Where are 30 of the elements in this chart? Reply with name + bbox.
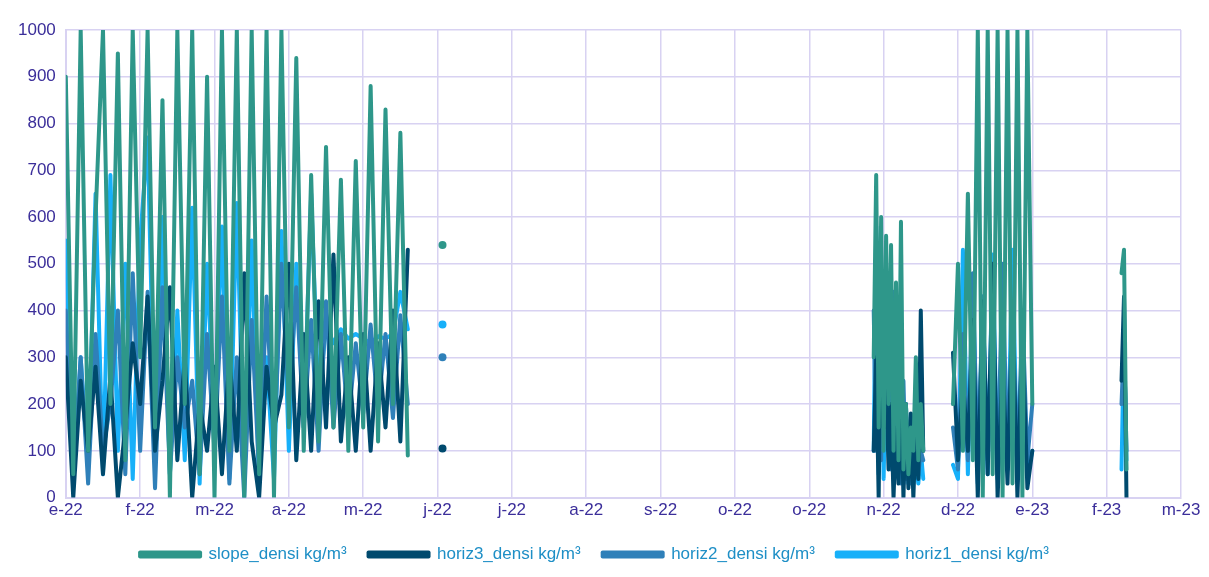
legend-label: slope_densi kg/m³ (208, 544, 347, 564)
x-tick-label: f-23 (1092, 500, 1122, 520)
y-tick-label: 700 (27, 159, 56, 179)
x-tick-label: e-23 (1015, 500, 1050, 520)
x-tick-label: a-22 (271, 500, 306, 520)
x-tick-label: m-22 (343, 500, 383, 520)
x-tick-label: j-22 (496, 500, 527, 520)
x-tick-label: o-22 (717, 500, 752, 520)
x-tick-label: s-22 (644, 500, 678, 520)
x-tick-label: m-22 (195, 500, 234, 520)
y-tick-label: 300 (27, 347, 56, 367)
y-tick-label: 500 (27, 253, 56, 273)
y-tick-label: 100 (27, 440, 56, 460)
y-tick-label: 600 (27, 206, 56, 226)
x-tick-label: j-22 (422, 500, 452, 520)
legend-label: horiz2_densi kg/m³ (671, 544, 816, 564)
y-tick-label: 1000 (17, 19, 56, 39)
y-tick-label: 800 (27, 113, 56, 133)
y-tick-label: 400 (27, 300, 56, 320)
y-tick-label: 0 (46, 487, 56, 507)
y-tick-label: 200 (27, 393, 56, 413)
legend-label: horiz3_densi kg/m³ (437, 544, 582, 564)
x-tick-label: n-22 (866, 500, 901, 520)
x-tick-label: m-23 (1161, 500, 1201, 520)
x-tick-label: d-22 (940, 500, 975, 520)
legend-label: horiz1_densi kg/m³ (905, 544, 1050, 564)
x-tick-label: f-22 (125, 500, 155, 520)
x-tick-label: a-22 (569, 500, 604, 520)
y-tick-label: 900 (27, 66, 56, 86)
x-tick-label: o-22 (792, 500, 827, 520)
